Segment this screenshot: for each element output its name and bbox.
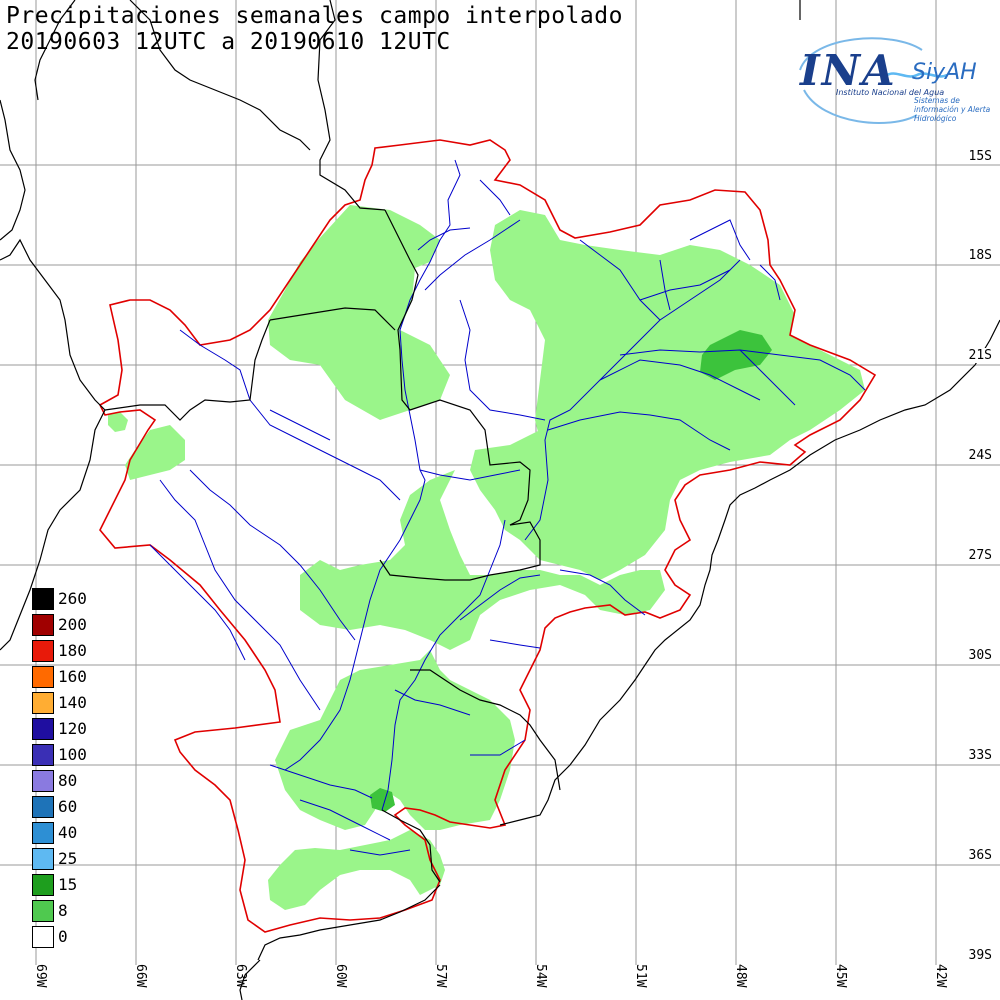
map-title: Precipitaciones semanales campo interpol… xyxy=(6,3,623,29)
legend-label: 260 xyxy=(58,589,87,608)
legend-row: 25 xyxy=(30,846,120,872)
legend-label: 80 xyxy=(58,771,78,790)
legend-row: 120 xyxy=(30,716,120,742)
lat-label-24s: 24S xyxy=(966,448,994,463)
legend-swatch xyxy=(32,926,54,948)
legend-swatch xyxy=(32,588,54,610)
legend-row: 80 xyxy=(30,768,120,794)
legend-row: 0 xyxy=(30,924,120,950)
lat-label-18s: 18S xyxy=(966,248,994,263)
map-date-range: 20190603 12UTC a 20190610 12UTC xyxy=(6,29,451,55)
legend-swatch xyxy=(32,900,54,922)
legend-swatch xyxy=(32,796,54,818)
lat-label-39s: 39S xyxy=(966,948,994,963)
lat-label-27s: 27S xyxy=(966,548,994,563)
legend-swatch xyxy=(32,822,54,844)
legend-label: 180 xyxy=(58,641,87,660)
lon-label-66w: 66W xyxy=(133,964,148,988)
legend-swatch xyxy=(32,614,54,636)
lon-label-51w: 51W xyxy=(633,964,648,988)
legend-label: 0 xyxy=(58,927,68,946)
lon-label-54w: 54W xyxy=(533,964,548,988)
legend-label: 60 xyxy=(58,797,78,816)
legend-label: 40 xyxy=(58,823,78,842)
lat-label-33s: 33S xyxy=(966,748,994,763)
logo-subtitle: Instituto Nacional del Agua xyxy=(836,88,945,97)
legend-row: 60 xyxy=(30,794,120,820)
legend-label: 140 xyxy=(58,693,87,712)
basin-outline xyxy=(98,139,877,933)
logo-tagline: Sistemas de información y Alerta Hidroló… xyxy=(914,96,991,123)
lon-label-57w: 57W xyxy=(433,964,448,988)
legend-swatch xyxy=(32,744,54,766)
legend-row: 15 xyxy=(30,872,120,898)
legend-row: 200 xyxy=(30,612,120,638)
legend-label: 160 xyxy=(58,667,87,686)
legend-swatch xyxy=(32,874,54,896)
legend-swatch xyxy=(32,640,54,662)
legend-row: 140 xyxy=(30,690,120,716)
legend-label: 100 xyxy=(58,745,87,764)
lon-label-60w: 60W xyxy=(333,964,348,988)
legend-row: 180 xyxy=(30,638,120,664)
legend-label: 15 xyxy=(58,875,78,894)
precip-field-15mm xyxy=(370,330,772,812)
legend-row: 8 xyxy=(30,898,120,924)
lat-label-21s: 21S xyxy=(966,348,994,363)
lon-label-48w: 48W xyxy=(733,964,748,988)
legend-label: 25 xyxy=(58,849,78,868)
lon-label-69w: 69W xyxy=(33,964,48,988)
ina-siyah-logo: INA SiyAH Instituto Nacional del Agua Si… xyxy=(792,30,997,130)
lon-label-42w: 42W xyxy=(933,964,948,988)
legend-row: 160 xyxy=(30,664,120,690)
legend-row: 40 xyxy=(30,820,120,846)
lon-label-45w: 45W xyxy=(833,964,848,988)
legend-row: 260 xyxy=(30,586,120,612)
lat-label-15s: 15S xyxy=(966,149,994,164)
legend-label: 8 xyxy=(58,901,68,920)
logo-ina-text: INA xyxy=(800,46,897,95)
lat-label-36s: 36S xyxy=(966,848,994,863)
legend-row: 100 xyxy=(30,742,120,768)
lon-label-63w: 63W xyxy=(233,964,248,988)
legend-label: 200 xyxy=(58,615,87,634)
lat-label-30s: 30S xyxy=(966,648,994,663)
precip-legend: 260 200 180 160 140 120 100 80 60 40 25 15 8 0 xyxy=(30,586,120,950)
rivers xyxy=(149,159,866,856)
legend-swatch xyxy=(32,666,54,688)
legend-swatch xyxy=(32,770,54,792)
logo-siyah-text: SiyAH xyxy=(912,60,977,85)
legend-swatch xyxy=(32,718,54,740)
legend-swatch xyxy=(32,692,54,714)
precip-field-8mm xyxy=(108,205,865,910)
legend-label: 120 xyxy=(58,719,87,738)
legend-swatch xyxy=(32,848,54,870)
